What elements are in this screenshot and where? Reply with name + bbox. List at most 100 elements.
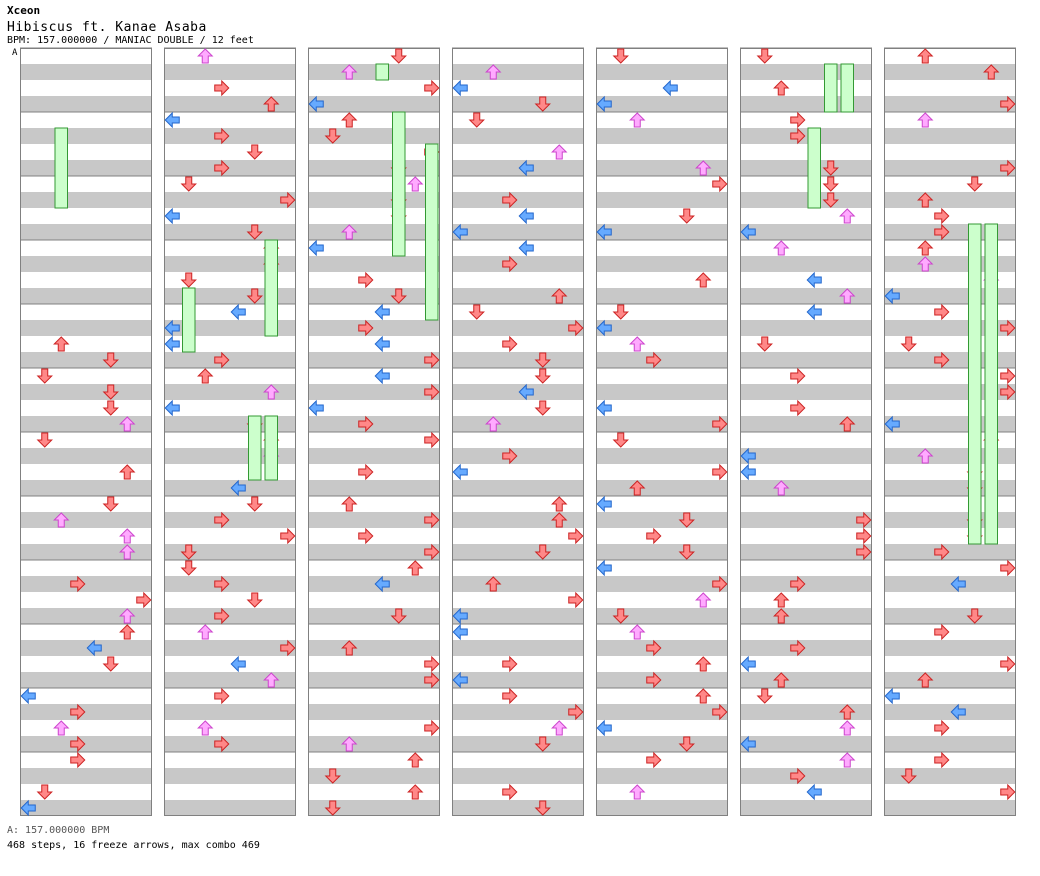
beat-stripe [884,64,1016,80]
step-arrow [390,608,407,624]
beat-stripe [452,320,584,336]
beat-stripe [740,544,872,560]
beat-stripe [20,256,152,272]
freeze-arrow [840,63,854,113]
beat-stripe [452,544,584,560]
step-arrow [36,784,53,800]
step-arrow [756,336,773,352]
beat-stripe [452,512,584,528]
step-arrow [246,288,263,304]
beat-stripe [308,384,440,400]
beat-stripe [308,704,440,720]
step-arrow [502,783,518,801]
beat-stripe [308,672,440,688]
step-arrow [308,95,324,113]
beat-stripe [740,64,872,80]
beat-stripe [20,448,152,464]
step-arrow [839,720,856,736]
step-arrow [534,544,551,560]
artist-label: Xceon [7,4,41,17]
step-arrow [740,447,756,465]
beat-stripe [596,384,728,400]
step-arrow [596,559,612,577]
step-arrow [164,335,180,353]
beat-stripe [884,128,1016,144]
beat-stripe [20,160,152,176]
beat-stripe [740,160,872,176]
beat-stripe [740,512,872,528]
step-arrow [424,543,440,561]
step-arrow [934,751,950,769]
step-arrow [407,752,424,768]
beat-stripe [20,128,152,144]
step-arrow [102,384,119,400]
step-arrow [230,303,246,321]
step-arrow [740,735,756,753]
step-arrow [917,672,934,688]
step-arrow [424,511,440,529]
step-arrow [712,175,728,193]
step-arrow [341,64,358,80]
freeze-arrow [375,63,389,81]
step-arrow [452,79,468,97]
beat-stripe [740,608,872,624]
step-arrow [502,191,518,209]
beat-stripe [164,640,296,656]
beat-stripe [20,640,152,656]
step-arrow [390,288,407,304]
step-arrow [53,720,70,736]
beat-stripe [308,192,440,208]
beat-stripe [740,96,872,112]
step-arrow [280,527,296,545]
beat-stripe [164,576,296,592]
beat-stripe [164,800,296,816]
beat-stripe [164,608,296,624]
step-arrow [263,384,280,400]
beat-stripe [596,192,728,208]
step-arrow [646,671,662,689]
freeze-arrow [182,287,196,353]
step-arrow [102,496,119,512]
step-arrow [629,784,646,800]
beat-stripe [308,128,440,144]
step-arrow [341,496,358,512]
step-arrow [806,271,822,289]
step-arrow [485,576,502,592]
step-arrow [214,575,230,593]
step-arrow [934,351,950,369]
step-arrow [983,64,1000,80]
beat-stripe [164,384,296,400]
step-arrow [180,272,197,288]
step-arrow [740,655,756,673]
beat-stripe [884,192,1016,208]
beat-stripe [452,128,584,144]
beat-stripe [452,800,584,816]
step-arrow [900,336,917,352]
beat-stripe [740,320,872,336]
beat-stripe [452,768,584,784]
beat-stripe [308,768,440,784]
freeze-arrow [425,143,439,321]
step-arrow [502,335,518,353]
step-arrow [214,351,230,369]
beat-stripe [20,224,152,240]
beat-stripe [740,480,872,496]
step-arrow [629,624,646,640]
step-arrow [1000,655,1016,673]
step-arrow [280,191,296,209]
step-arrow [773,608,790,624]
beat-stripe [884,608,1016,624]
step-arrow [407,560,424,576]
step-arrow [596,223,612,241]
step-arrow [518,159,534,177]
step-arrow [164,111,180,129]
step-arrow [324,128,341,144]
beat-stripe [452,224,584,240]
beat-stripe [596,800,728,816]
beat-stripe [884,544,1016,560]
step-arrow [695,688,712,704]
beat-stripe [740,800,872,816]
freeze-arrow [984,223,998,545]
beat-stripe [884,800,1016,816]
freeze-arrow [248,415,262,481]
